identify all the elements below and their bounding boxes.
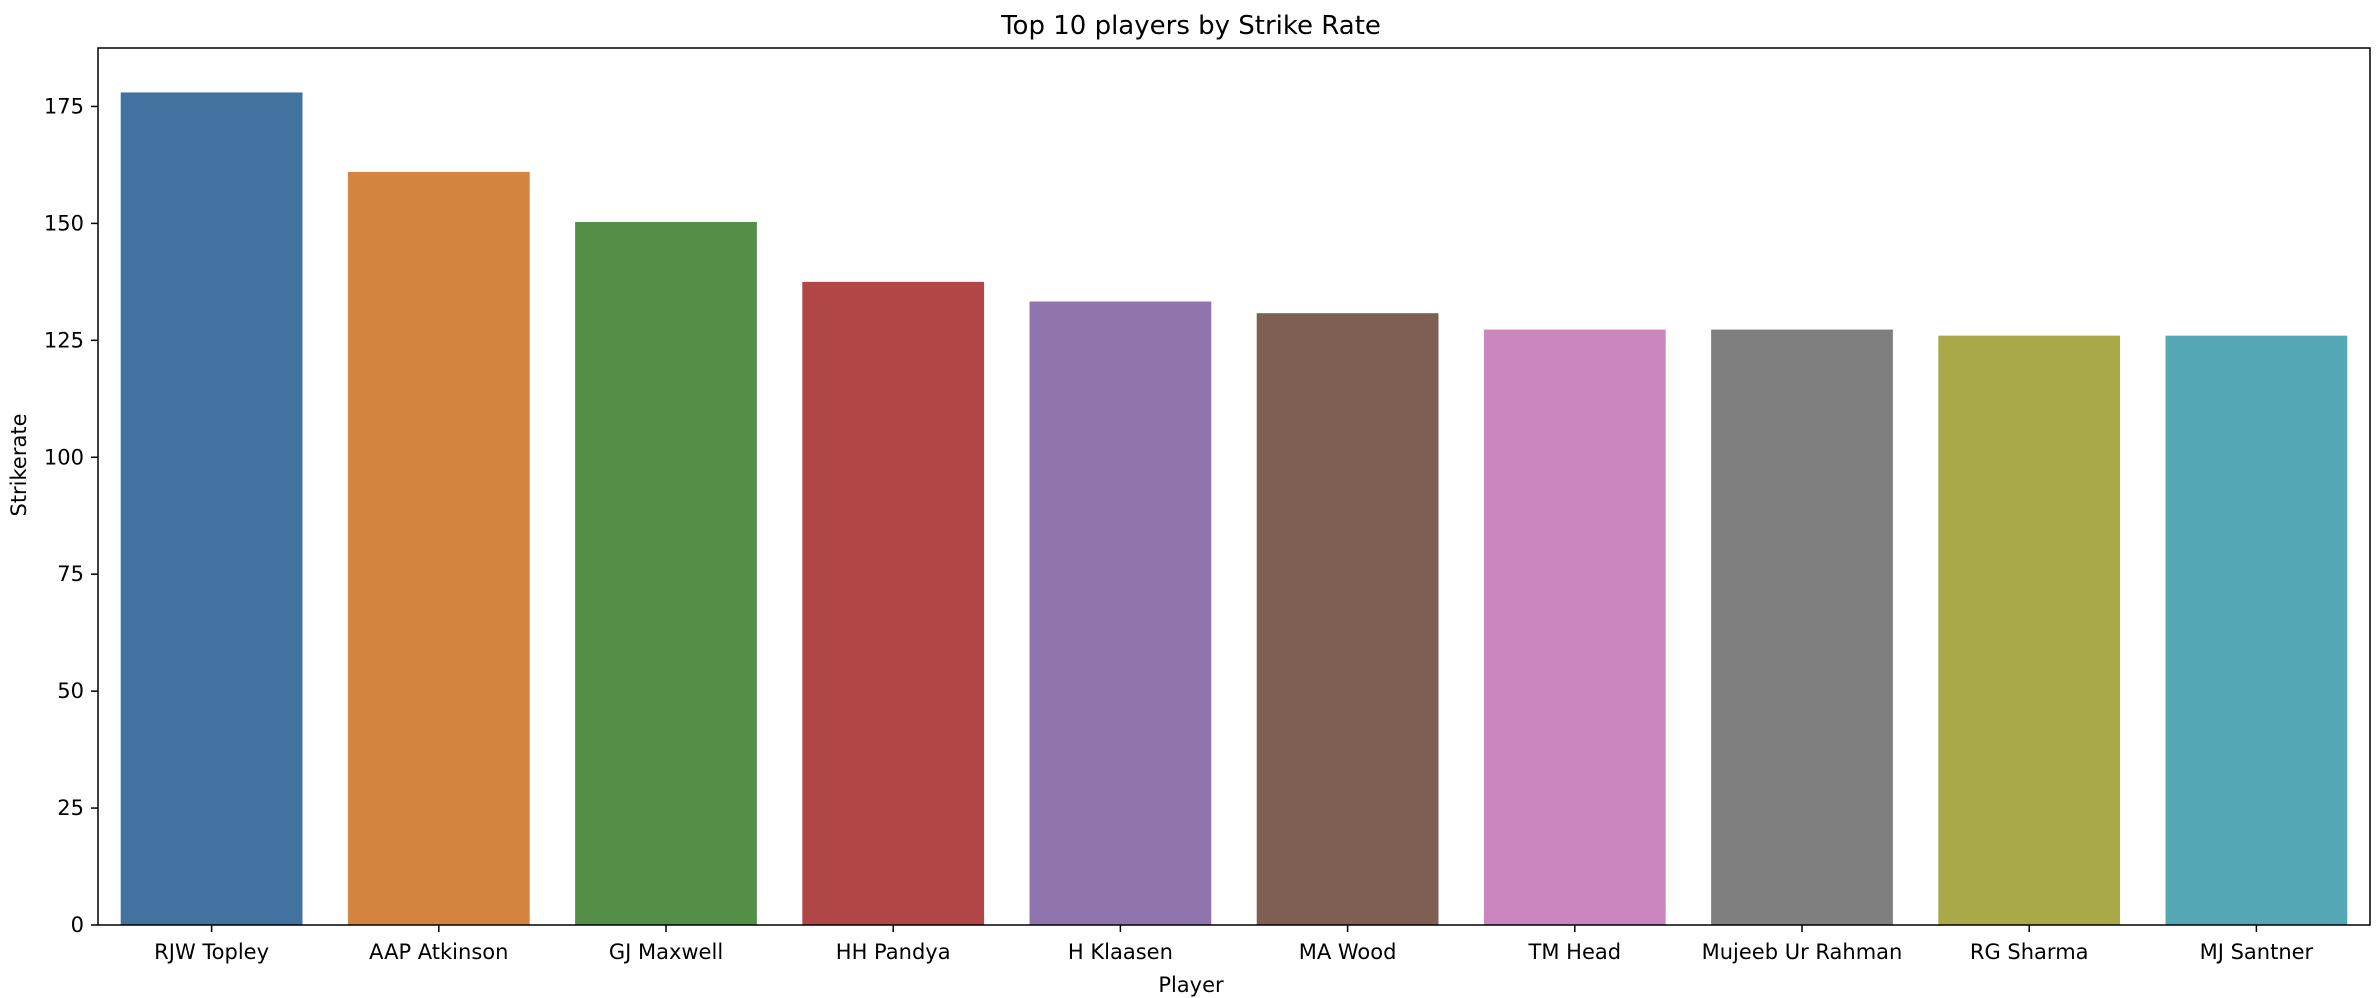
x-axis-label: Player	[1158, 973, 1224, 997]
x-tick-label: RG Sharma	[1970, 940, 2089, 964]
y-tick-label: 25	[57, 796, 84, 820]
bar-rg-sharma	[1938, 335, 2121, 925]
y-axis-ticks: 0 25 50 75 100 125 150 175	[44, 94, 98, 937]
bar-hh-pandya	[802, 281, 985, 925]
y-tick-label: 50	[57, 679, 84, 703]
bar-h-klaasen	[1029, 301, 1212, 925]
bar-mj-santner	[2165, 335, 2348, 925]
x-axis-ticks: RJW Topley AAP Atkinson GJ Maxwell HH Pandy…	[154, 925, 2314, 964]
x-tick-label: TM Head	[1528, 940, 1622, 964]
y-tick-label: 75	[57, 562, 84, 586]
x-tick-label: Mujeeb Ur Rahman	[1702, 940, 1903, 964]
x-tick-label: AAP Atkinson	[369, 940, 508, 964]
bar-gj-maxwell	[575, 221, 757, 925]
x-tick-label: RJW Topley	[154, 940, 269, 964]
bar-ma-wood	[1256, 313, 1439, 925]
bar-rjw-topley	[120, 92, 303, 925]
bar-aap-atkinson	[347, 171, 530, 925]
x-tick-label: MA Wood	[1299, 940, 1397, 964]
plot-frame	[97, 47, 2371, 926]
chart-title: Top 10 players by Strike Rate	[1000, 11, 1381, 41]
y-axis-label: Strikerate	[7, 413, 31, 516]
y-tick-label: 175	[44, 94, 84, 118]
x-tick-label: H Klaasen	[1068, 940, 1173, 964]
x-tick-label: MJ Santner	[2200, 940, 2314, 964]
y-tick-label: 150	[44, 211, 84, 235]
y-tick-label: 0	[71, 913, 84, 937]
bars-group	[120, 92, 2348, 926]
y-tick-label: 100	[44, 445, 84, 469]
y-tick-label: 125	[44, 328, 84, 352]
x-tick-label: HH Pandya	[836, 940, 951, 964]
bar-mujeeb-ur-rahman	[1711, 329, 1893, 926]
x-tick-label: GJ Maxwell	[609, 940, 723, 964]
bar-tm-head	[1483, 329, 1666, 926]
